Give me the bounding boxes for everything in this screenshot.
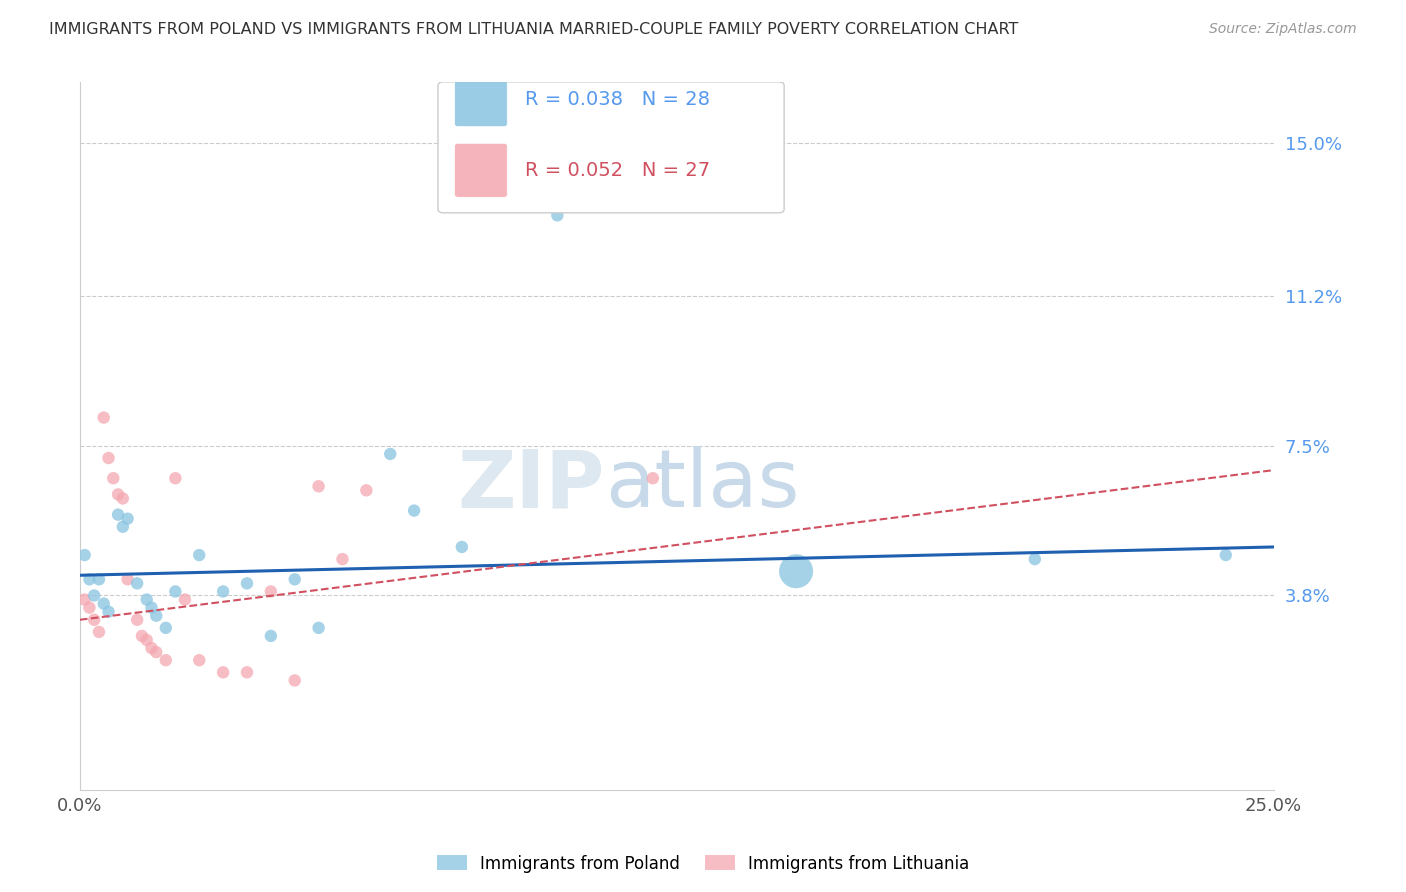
Point [135,592,157,607]
Point [87,624,110,639]
Point [97,450,120,465]
Text: R = 0.052   N = 27: R = 0.052 N = 27 [524,161,710,180]
Point [117,511,139,525]
Point [404,503,426,517]
Legend: Immigrants from Poland, Immigrants from Lithuania: Immigrants from Poland, Immigrants from … [430,848,976,880]
Text: R = 0.038   N = 28: R = 0.038 N = 28 [524,90,710,109]
Point [127,576,149,591]
Point [131,629,153,643]
FancyBboxPatch shape [439,82,785,213]
Point [73,592,96,607]
Text: ZIP: ZIP [458,446,605,524]
Point [83,613,105,627]
Point [308,479,330,493]
Point [145,645,167,659]
Point [174,592,197,607]
Point [308,621,330,635]
Point [155,653,177,667]
Point [260,629,283,643]
Point [188,653,211,667]
Point [79,600,101,615]
Point [165,584,187,599]
Point [546,208,568,222]
Point [236,665,259,680]
Point [188,548,211,562]
Point [111,491,134,506]
Point [1215,548,1237,562]
Point [93,410,115,425]
Point [380,447,402,461]
Text: Source: ZipAtlas.com: Source: ZipAtlas.com [1209,22,1357,37]
Point [155,621,177,635]
Point [127,613,149,627]
Point [145,608,167,623]
Point [141,600,163,615]
Point [135,632,157,647]
Point [641,471,664,485]
Point [165,471,187,485]
Point [332,552,354,566]
Point [73,548,96,562]
Text: IMMIGRANTS FROM POLAND VS IMMIGRANTS FROM LITHUANIA MARRIED-COUPLE FAMILY POVERT: IMMIGRANTS FROM POLAND VS IMMIGRANTS FRO… [49,22,1018,37]
Point [236,576,259,591]
Point [83,589,105,603]
Point [212,665,235,680]
Point [450,540,472,554]
Point [103,471,125,485]
Point [107,487,129,501]
Point [93,597,115,611]
Point [111,520,134,534]
Point [79,572,101,586]
Point [97,605,120,619]
Point [356,483,378,498]
Point [284,572,307,586]
Point [117,572,139,586]
Point [260,584,283,599]
Point [1024,552,1046,566]
Point [785,564,807,578]
Point [141,641,163,656]
Point [87,572,110,586]
Point [212,584,235,599]
Point [284,673,307,688]
Point [107,508,129,522]
Text: atlas: atlas [605,446,800,524]
FancyBboxPatch shape [454,73,508,127]
FancyBboxPatch shape [454,144,508,197]
